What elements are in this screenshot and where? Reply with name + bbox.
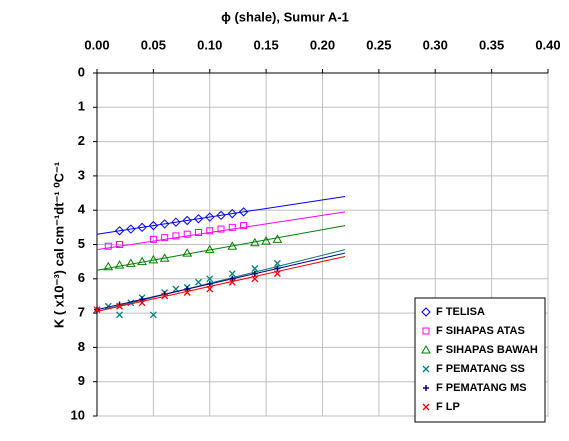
x-tick-label: 0.20 [310,37,335,52]
marker [172,232,180,240]
marker [159,219,170,229]
marker [161,292,169,300]
marker [240,222,248,230]
marker [216,210,226,221]
marker [161,234,169,242]
marker [229,275,236,282]
marker [251,265,259,272]
y-tick-label: 3 [78,167,85,182]
x-tick-label: 0.05 [141,37,166,52]
marker [228,270,236,278]
legend-label: F TELISA [436,306,485,318]
marker [274,265,281,272]
trend-line [96,211,346,251]
marker [251,275,259,283]
marker [421,307,431,317]
y-tick-label: 7 [78,305,85,320]
marker [138,299,146,307]
marker [205,212,215,222]
marker [422,327,430,335]
y-tick-label: 8 [78,339,85,354]
marker [182,248,193,257]
marker [104,242,112,250]
trend-line [96,249,346,312]
marker [116,311,124,319]
x-tick-label: 0.00 [84,37,109,52]
marker [116,302,124,310]
trend-line [96,225,346,271]
marker [261,236,271,245]
marker [193,214,204,224]
legend-box [414,297,546,423]
marker [228,223,236,231]
y-tick-label: 0 [78,64,85,79]
marker [238,207,249,217]
marker [194,228,202,236]
x-tick-label: 0.30 [423,37,448,52]
marker [183,230,191,238]
y-tick-label: 4 [78,202,86,217]
marker [273,270,281,278]
legend-label: F PEMATANG MS [436,382,527,394]
marker [421,344,431,354]
chart-title: ϕ (shale), Sumur A-1 [221,9,349,24]
marker [206,275,214,283]
x-tick-label: 0.10 [197,37,222,52]
y-tick-label: 10 [71,407,85,422]
marker [249,237,260,247]
x-tick-label: 0.25 [366,37,391,52]
marker [195,278,202,286]
marker [137,256,147,266]
marker [159,253,170,262]
x-tick-label: 0.15 [253,37,278,52]
trend-line [96,252,346,311]
marker [217,225,225,233]
marker [149,235,157,243]
legend-label: F SIHAPAS ATAS [436,325,525,337]
marker [423,385,429,391]
marker [114,260,125,269]
marker [422,365,430,373]
marker [126,224,136,234]
x-tick-label: 0.35 [479,37,504,52]
marker [227,208,238,219]
marker [148,220,159,231]
marker [227,241,238,250]
marker [204,244,215,254]
trend-line [96,256,346,312]
x-tick-label: 0.40 [535,37,560,52]
y-axis-label: K ( x10⁻³) cal cm⁻¹dt⁻¹ ⁰C⁻¹ [51,162,66,328]
marker [183,289,191,296]
marker [273,259,281,267]
y-tick-label: 1 [78,99,85,114]
marker [149,311,157,319]
y-tick-label: 2 [78,133,85,148]
marker [116,241,124,248]
marker [103,261,114,271]
marker [114,226,125,236]
y-tick-label: 6 [78,270,85,285]
marker [206,227,214,235]
legend-label: F PEMATANG SS [436,363,525,375]
marker [251,270,258,277]
legend-label: F SIHAPAS BAWAH [436,344,538,356]
legend-label: F LP [436,401,460,413]
marker [137,222,147,233]
marker [125,258,136,267]
marker [93,306,101,314]
y-tick-label: 5 [78,236,85,251]
marker [171,217,181,227]
y-tick-label: 9 [78,373,85,388]
marker [148,254,159,264]
marker [206,285,214,293]
marker [228,278,236,286]
marker [182,215,192,226]
marker [272,234,283,243]
marker [422,403,430,411]
